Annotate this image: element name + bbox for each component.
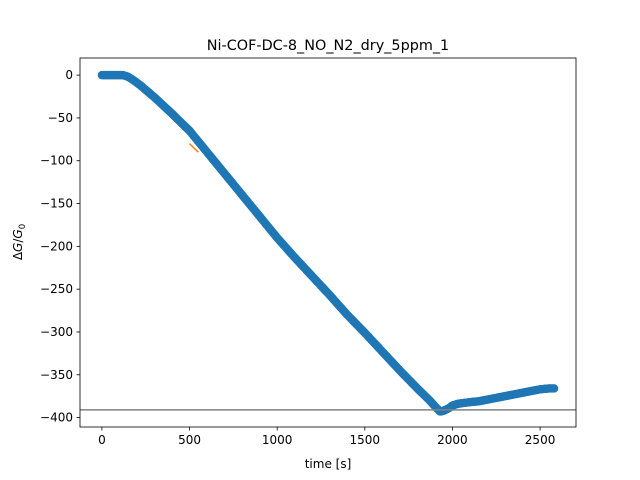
series-0 <box>97 70 559 416</box>
y-axis-label: ΔG/G0 <box>11 224 28 260</box>
y-axis: 0 −50 −100 −150 −200 −250 −300 −350 −400 <box>40 68 80 425</box>
x-tick-label: 1000 <box>262 433 293 447</box>
y-tick-label: −200 <box>40 239 73 253</box>
chart-title: Ni-COF-DC-8_NO_N2_dry_5ppm_1 <box>207 38 449 54</box>
y-tick-label: −100 <box>40 154 73 168</box>
x-tick-label: 1500 <box>350 433 381 447</box>
x-axis-label: time [s] <box>305 457 352 471</box>
series-line <box>189 143 199 153</box>
y-tick-label: −300 <box>40 325 73 339</box>
x-tick-label: 0 <box>98 433 106 447</box>
y-tick-label: −50 <box>48 111 73 125</box>
y-tick-label: −250 <box>40 282 73 296</box>
x-axis: 0 500 1000 1500 2000 2500 <box>98 427 555 447</box>
x-tick-label: 500 <box>178 433 201 447</box>
plot-area <box>80 70 576 416</box>
y-tick-label: −400 <box>40 411 73 425</box>
data-point <box>549 384 559 393</box>
x-tick-label: 2500 <box>525 433 556 447</box>
y-tick-label: −350 <box>40 368 73 382</box>
x-tick-label: 2000 <box>437 433 468 447</box>
y-tick-label: 0 <box>65 68 73 82</box>
axes-frame <box>79 57 577 428</box>
series-1 <box>189 143 199 153</box>
y-tick-label: −150 <box>40 197 73 211</box>
